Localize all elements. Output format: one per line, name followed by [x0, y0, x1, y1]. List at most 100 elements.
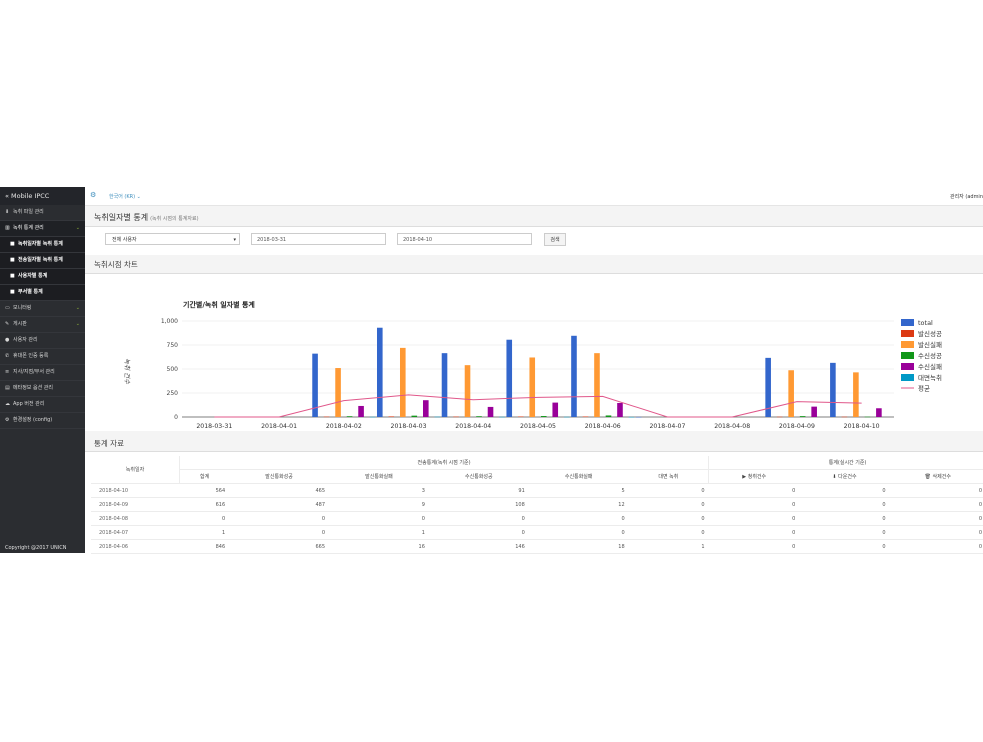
table-cell: 616 [179, 497, 230, 512]
cloud-icon: ☁ [5, 401, 10, 407]
sidebar: « Mobile IPCC ⬇ 녹취 파일 관리 ▥ 녹취 통계 관리 ⌄ ■ 녹취일자… [0, 187, 85, 553]
table-cell: 0 [708, 511, 800, 526]
table-cell: 16 [329, 539, 429, 554]
table-cell: 846 [179, 539, 230, 554]
end-date-input[interactable]: 2018-04-10 [397, 233, 532, 245]
row-date: 2018-04-06 [91, 539, 180, 554]
legend-swatch [901, 341, 914, 348]
table-cell: 0 [428, 525, 529, 540]
th-column: ⬇ 다운건수 [799, 469, 890, 484]
sidebar-subitem-dept-stats[interactable]: ■ 부서별 통계 [0, 285, 85, 301]
average-line [214, 394, 862, 418]
legend-swatch [901, 363, 914, 370]
phone-icon: ✆ [5, 353, 10, 359]
sidebar-item-label: 지사/지점/부서 관리 [13, 369, 55, 375]
table-cell: 0 [708, 539, 800, 554]
legend-swatch [901, 330, 914, 337]
square-icon: ■ [10, 241, 15, 247]
th-column: 대면 녹취 [628, 469, 709, 484]
edit-icon: ✎ [5, 321, 10, 327]
bar-발신성공 [388, 416, 395, 417]
bar-발신성공 [582, 416, 589, 418]
sidebar-item-board[interactable]: ✎ 게시판 ⌄ [0, 317, 85, 333]
bar-발신실패 [399, 347, 406, 417]
legend-label: 수신실패 [918, 362, 942, 371]
chevron-down-icon: ⌄ [75, 305, 80, 311]
sidebar-item-config[interactable]: ⚙ 환경설정 (config) [0, 413, 85, 429]
download-icon: ⬇ [5, 209, 10, 215]
row-date: 2018-04-07 [91, 525, 180, 540]
legend-swatch [901, 319, 914, 326]
table-cell: 487 [229, 497, 330, 512]
table-cell: 1 [628, 539, 709, 554]
user-select[interactable]: 전체 사용자 ▾ [105, 233, 240, 245]
bar-수신실패 [358, 405, 364, 417]
sidebar-item-label: 녹취일자별 녹취 통계 [18, 241, 63, 247]
search-button[interactable]: 검색 [544, 233, 566, 246]
x-tick-label: 2018-04-10 [844, 423, 880, 430]
sidebar-subitem-transfer-stats[interactable]: ■ 전송일자별 녹취 통계 [0, 253, 85, 269]
bar-chart-icon: ▥ [5, 225, 10, 231]
bar-수신실패 [552, 402, 559, 417]
table-cell: 665 [229, 539, 330, 554]
table-cell: 0 [229, 525, 330, 540]
th-column: 합계 [179, 469, 230, 484]
user-select-value: 전체 사용자 [112, 237, 137, 243]
bar-수신실패 [487, 406, 494, 417]
brand-logo[interactable]: « Mobile IPCC [0, 187, 85, 205]
language-dropdown[interactable]: 한국어 (KR) ⌄ [109, 194, 141, 200]
sidebar-item-label: 전송일자별 녹취 통계 [18, 257, 63, 263]
table-row: 2018-04-06 846 665 16 146 18 1 0 0 0 [91, 539, 983, 554]
x-tick-label: 2018-04-07 [649, 423, 685, 430]
bar-total [441, 353, 448, 417]
table-cell: 0 [628, 483, 709, 498]
bar-발신실패 [335, 368, 341, 417]
bar-수신성공 [605, 415, 612, 417]
bar-수신성공 [540, 416, 547, 417]
sidebar-item-meta[interactable]: ▤ 메타정보 옵션 관리 [0, 381, 85, 397]
chevron-down-icon: ⌄ [75, 321, 80, 327]
bar-total [376, 327, 383, 417]
filter-panel: 전체 사용자 ▾ 2018-03-31 2018-04-10 검색 [85, 226, 983, 255]
bar-대면녹취 [628, 416, 635, 418]
th-column: 수신통화실패 [528, 469, 629, 484]
x-tick-label: 2018-04-02 [326, 423, 362, 430]
legend-label: 발신실패 [918, 340, 942, 349]
table-cell: 0 [628, 525, 709, 540]
sidebar-item-label: 사용자별 통계 [18, 273, 48, 279]
table-section-title: 통계 자료 [94, 439, 124, 448]
sidebar-item-org[interactable]: ≡ 지사/지점/부서 관리 [0, 365, 85, 381]
legend-label: 대면녹취 [918, 373, 942, 382]
table-cell: 564 [179, 483, 230, 498]
bar-발신실패 [464, 365, 471, 417]
table-row: 2018-04-10 564 465 3 91 5 0 0 0 0 [91, 483, 983, 498]
table-cell: 0 [799, 497, 890, 512]
sidebar-item-monitoring[interactable]: ▭ 모니터링 ⌄ [0, 301, 85, 317]
bar-수신실패 [422, 400, 429, 417]
admin-user-menu[interactable]: 관리자 (admin [949, 194, 983, 200]
sidebar-item-label: App 버전 관리 [13, 401, 45, 407]
sidebar-item-recording-stats[interactable]: ▥ 녹취 통계 관리 ⌄ [0, 221, 85, 237]
sidebar-item-users[interactable]: ● 사용자 관리 [0, 333, 85, 349]
th-group-transfer: 전송통계(녹취 시점 기준) [178, 456, 709, 470]
sidebar-item-phone-auth[interactable]: ✆ 휴대폰 인증 등록 [0, 349, 85, 365]
start-date-input[interactable]: 2018-03-31 [251, 233, 386, 245]
sidebar-item-recording-files[interactable]: ⬇ 녹취 파일 관리 [0, 205, 85, 221]
gear-icon[interactable]: ⚙ [90, 191, 97, 199]
sidebar-subitem-daily-stats[interactable]: ■ 녹취일자별 녹취 통계 [0, 237, 85, 253]
sidebar-item-label: 게시판 [13, 321, 27, 327]
sidebar-subitem-user-stats[interactable]: ■ 사용자별 통계 [0, 269, 85, 285]
bar-발신실패 [594, 353, 600, 417]
bar-발신실패 [529, 357, 536, 417]
table-cell: 465 [229, 483, 330, 498]
bar-대면녹취 [434, 416, 441, 418]
bar-수신성공 [799, 416, 806, 417]
sidebar-item-label: 모니터링 [13, 305, 32, 311]
bar-수신성공 [346, 416, 353, 417]
table-cell: 0 [889, 525, 983, 540]
x-tick-label: 2018-04-03 [391, 423, 427, 430]
sidebar-item-app-version[interactable]: ☁ App 버전 관리 [0, 397, 85, 413]
legend-label: 평균 [918, 384, 930, 393]
bar-total [830, 362, 836, 417]
